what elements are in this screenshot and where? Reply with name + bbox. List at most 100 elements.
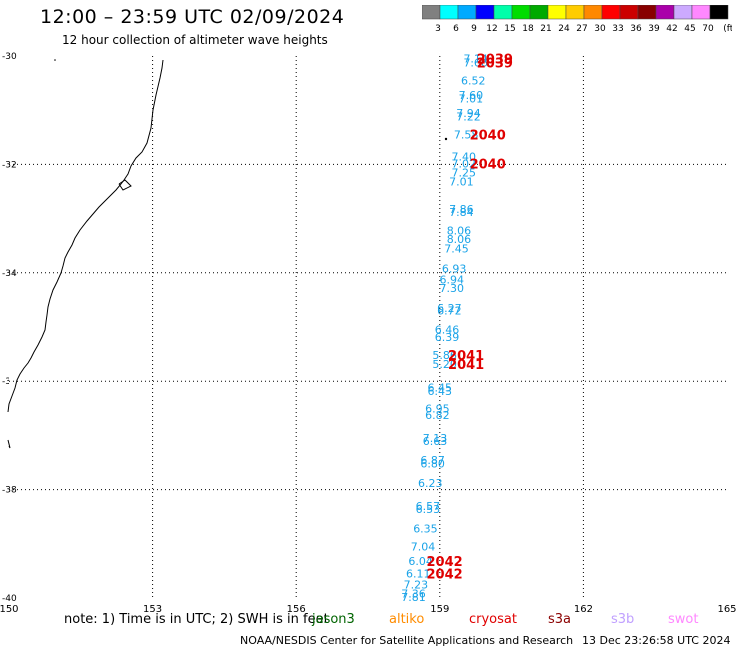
wave-height-value: 8.06	[447, 225, 472, 238]
wave-height-value: 5.20	[432, 358, 457, 371]
wave-height-value: 7.81	[401, 591, 426, 604]
color-scale-label: 45	[684, 24, 695, 34]
color-scale-label: 33	[612, 24, 623, 34]
satellite-pass-number: 2040	[470, 157, 506, 172]
mission-cryosat: cryosat	[469, 612, 517, 627]
wave-height-value: 7.02	[451, 157, 476, 170]
wave-height-value: 6.52	[461, 74, 486, 87]
longitude-tick-label: 162	[574, 604, 593, 615]
latitude-tick-label: -30	[2, 52, 17, 62]
wave-height-value: 8.06	[447, 233, 472, 246]
color-scale-label: 70	[702, 24, 714, 34]
longitude-tick-label: 156	[287, 604, 306, 615]
longitude-tick-label: 153	[143, 604, 162, 615]
wave-height-value: 7.86	[449, 203, 474, 216]
island-outline	[118, 179, 132, 191]
latitude-tick-label: -40	[2, 594, 17, 604]
color-scale-label: 3	[435, 24, 441, 34]
wave-height-value: 6.46	[435, 324, 460, 337]
wave-height-value: 6.45	[428, 382, 453, 395]
wave-height-value: 6.87	[420, 454, 445, 467]
wave-height-value: 7.01	[459, 92, 484, 105]
wave-height-value: 6.27	[437, 302, 462, 315]
footer-note: note: 1) Time is in UTC; 2) SWH is in fe…	[64, 612, 329, 627]
color-scale-label: 27	[576, 24, 587, 34]
map-dot	[54, 59, 56, 61]
latitude-tick-label: -38	[2, 486, 17, 496]
color-scale-unit: (ft)	[723, 24, 732, 34]
wave-height-value: 7.36	[401, 588, 426, 601]
color-scale-label: 21	[540, 24, 551, 34]
wave-height-value: 6.82	[425, 409, 450, 422]
color-scale-label: 42	[666, 24, 677, 34]
generated-timestamp: 13 Dec 23:26:58 UTC 2024	[582, 634, 731, 647]
satellite-pass-number: 2041	[448, 349, 484, 364]
wave-height-value: 6.35	[413, 523, 438, 536]
wave-height-value: 6.43	[428, 385, 453, 398]
satellite-pass-number: 2039	[477, 53, 513, 68]
wave-height-value: 7.40	[451, 150, 476, 163]
mission-altiko: altiko	[389, 612, 425, 627]
wave-height-value: 7.22	[456, 111, 481, 124]
wave-height-value: 6.23	[418, 477, 443, 490]
wave-height-value: 5.86	[432, 349, 457, 362]
longitude-tick-label: 165	[717, 604, 736, 615]
latitude-tick-label: -32	[2, 160, 17, 170]
wave-height-value: 6.72	[437, 305, 462, 318]
mission-jason3: jason3	[312, 612, 355, 627]
mission-s3a: s3a	[548, 612, 572, 627]
wave-height-value: 6.39	[435, 331, 460, 344]
wave-height-value: 7.45	[444, 242, 469, 255]
wave-height-value: 6.11	[406, 568, 431, 581]
map-subtitle: 12 hour collection of altimeter wave hei…	[62, 33, 328, 47]
wave-height-value: 7.84	[449, 206, 474, 219]
credit-line: NOAA/NESDIS Center for Satellite Applica…	[240, 634, 574, 647]
wave-height-value: 7.58	[454, 129, 479, 142]
wave-height-value: 7.30	[440, 282, 465, 295]
wave-height-value: 7.14	[463, 53, 488, 66]
color-scale-label: 30	[594, 24, 606, 34]
map-title: 12:00 – 23:59 UTC 02/09/2024	[40, 6, 345, 28]
satellite-pass-number: 2042	[426, 555, 462, 570]
wave-height-value: 7.60	[459, 89, 484, 102]
wave-height-value: 7.94	[456, 107, 481, 120]
color-scale-label: 39	[648, 24, 660, 34]
wave-height-value: 6.04	[408, 555, 433, 568]
satellite-pass-number: 2042	[426, 568, 462, 583]
color-scale-label: 9	[471, 24, 477, 34]
wave-height-value: 6.93	[442, 262, 467, 275]
coastline-fragment	[7, 439, 11, 449]
latitude-tick-label: -36	[2, 377, 17, 387]
color-scale-label: 18	[522, 24, 534, 34]
wave-height-value: 7.66	[463, 57, 488, 70]
color-scale-label: 15	[504, 24, 515, 34]
wave-height-value: 7.01	[449, 176, 474, 189]
satellite-pass-number: 2041	[448, 358, 484, 373]
satellite-pass-number: 2040	[470, 129, 506, 144]
color-scale-label: 36	[630, 24, 642, 34]
wave-height-value: 7.23	[404, 578, 429, 591]
wave-height-value: 7.04	[411, 541, 436, 554]
wave-height-value: 6.94	[440, 273, 465, 286]
mission-swot: swot	[668, 612, 699, 627]
latitude-tick-label: -34	[2, 269, 17, 279]
color-swatch	[709, 5, 729, 20]
wave-height-value: 7.13	[423, 432, 448, 445]
wave-height-value: 6.53	[416, 503, 441, 516]
longitude-tick-label: 150	[0, 604, 19, 615]
wave-height-value: 7.25	[451, 167, 476, 180]
wave-height-value: 6.57	[416, 500, 441, 513]
satellite-pass-number: 2039	[477, 57, 513, 72]
wave-height-value: 6.63	[423, 435, 448, 448]
wave-height-value: 6.80	[420, 458, 445, 471]
color-scale-label: 6	[453, 24, 459, 34]
coastline	[7, 59, 164, 413]
color-scale-label: 12	[486, 24, 497, 34]
wave-height-value: 6.95	[425, 402, 450, 415]
map-dot	[444, 137, 448, 141]
color-scale-label: 24	[558, 24, 570, 34]
mission-s3b: s3b	[611, 612, 635, 627]
longitude-tick-label: 159	[430, 604, 449, 615]
